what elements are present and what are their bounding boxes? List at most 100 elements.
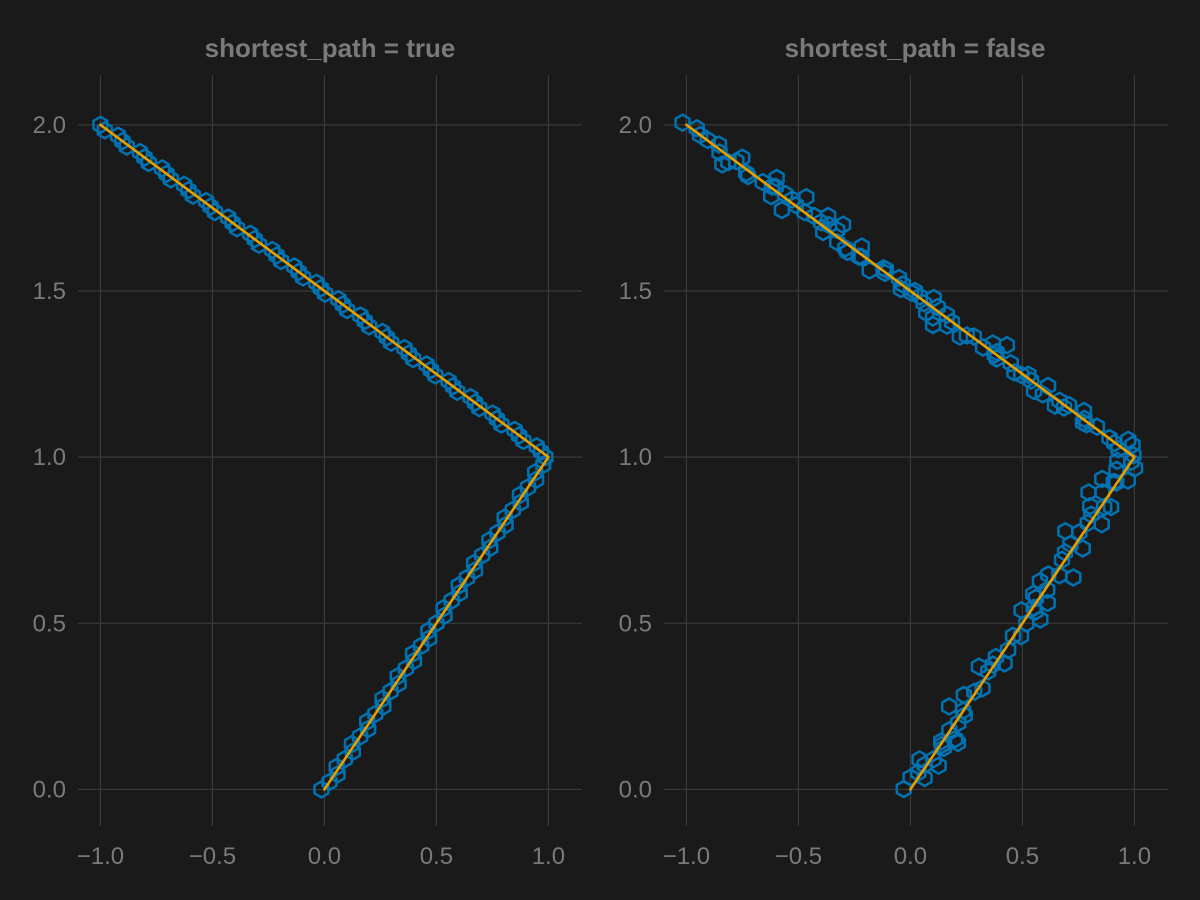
hexagon-cell: [397, 659, 415, 678]
hexagon-cell: [949, 733, 967, 753]
x-tick-label: −0.5: [775, 843, 822, 870]
hexagon-cell: [710, 135, 728, 154]
x-tick-label: −1.0: [663, 843, 710, 870]
hexagon-cell: [1013, 365, 1030, 385]
y-tick-labels: 0.0 0.5 1.0 1.5 2.0: [33, 112, 66, 804]
y-tick-label: 0.0: [33, 776, 66, 803]
hexagon-cell: [853, 247, 870, 267]
x-tick-labels: −1.0 −0.5 0.0 0.5 1.0: [663, 843, 1151, 870]
hexagon-cell: [92, 115, 109, 135]
y-tick-label: 2.0: [619, 112, 652, 139]
hexagon-cell: [351, 727, 369, 746]
hexagon-cell: [966, 682, 983, 702]
y-tick-label: 0.5: [619, 610, 652, 637]
x-tick-label: 0.5: [1006, 843, 1039, 870]
hexagon-cell: [940, 697, 958, 716]
hexagon-cell: [321, 772, 338, 792]
series-line: [685, 123, 1136, 791]
x-tick-label: 0.0: [308, 843, 341, 870]
hexagon-cell: [974, 679, 991, 698]
hexagon-cell: [519, 478, 537, 497]
hexagon-cell: [902, 283, 920, 302]
hexagon-cell: [428, 614, 445, 633]
hexagon-cell: [958, 326, 976, 345]
hexagon-cell: [1034, 385, 1051, 404]
y-tick-labels: 0.0 0.5 1.0 1.5 2.0: [619, 112, 652, 804]
hexagon-cell: [784, 190, 801, 209]
hexagon-cell: [1096, 497, 1113, 517]
hexagon-cell: [877, 260, 895, 279]
hexagon-cell: [1012, 626, 1030, 646]
hexagon-cell: [875, 259, 892, 278]
x-tick-label: 1.0: [1118, 843, 1151, 870]
panel-title: shortest_path = true: [205, 33, 456, 63]
hexagon-cell: [674, 113, 691, 132]
y-tick-label: 1.5: [33, 278, 66, 305]
hexagon-cell: [1108, 473, 1125, 492]
hexagon-cell: [955, 685, 973, 705]
hexagon-cell: [837, 239, 854, 258]
hexagon-cell: [1004, 626, 1022, 646]
hexagon-cell: [504, 500, 521, 520]
hexagon-cell: [956, 706, 973, 725]
hexagon-cell: [1124, 435, 1141, 455]
hexagon-cell: [768, 168, 785, 188]
hexagon-cell: [980, 662, 997, 681]
hexagon-cell: [984, 655, 1002, 674]
x-tick-labels: −1.0 −0.5 0.0 0.5 1.0: [77, 843, 565, 870]
hexagon-cell: [738, 163, 755, 183]
y-tick-label: 0.5: [33, 610, 66, 637]
series-line: [99, 123, 550, 791]
hexagon-cell: [999, 640, 1017, 660]
panel-title: shortest_path = false: [785, 33, 1046, 63]
hexagon-cell: [1055, 398, 1073, 417]
hexagon-cell: [412, 636, 430, 656]
hexagon-cell: [902, 768, 919, 787]
hexagon-cell: [535, 455, 552, 474]
hexagon-cell: [1079, 513, 1096, 533]
y-tick-label: 1.5: [619, 278, 652, 305]
hexagon-cell: [950, 713, 967, 733]
hexagon-cell: [798, 187, 815, 207]
hexagon-cell: [925, 750, 942, 769]
y-tick-label: 1.0: [619, 444, 652, 471]
hexagon-cell: [1123, 452, 1140, 471]
chart-panel-shortest-path-true: shortest_path = true −1.0 −0.5 0.0 0.5 1.0 0…: [33, 33, 582, 870]
hexagon-cell: [806, 206, 823, 226]
hexagon-cell: [336, 749, 353, 769]
y-tick-label: 0.0: [619, 776, 652, 803]
hexagon-cell: [941, 720, 958, 740]
hexagon-cell: [739, 166, 757, 186]
x-tick-label: 1.0: [532, 843, 565, 870]
x-tick-label: 0.0: [894, 843, 927, 870]
hexagon-cell: [1039, 580, 1056, 600]
hexagon-cell: [1031, 571, 1049, 591]
y-tick-label: 1.0: [33, 444, 66, 471]
hexagon-cell: [367, 704, 384, 724]
hexagon-cell: [382, 682, 399, 701]
x-tick-label: −1.0: [77, 843, 124, 870]
hexagon-cell: [1120, 430, 1137, 450]
hexagon-cell: [443, 591, 460, 610]
hexagon-cell: [96, 121, 113, 140]
hexagon-cell: [1051, 566, 1068, 585]
hexagon-cell: [954, 701, 972, 720]
hexagon-cell: [474, 546, 491, 565]
grid: [78, 75, 582, 826]
hexagon-cell: [489, 523, 506, 542]
hexagon-cell: [1078, 415, 1095, 434]
hexagon-cell: [1126, 458, 1144, 478]
x-tick-label: −0.5: [189, 843, 236, 870]
hexagon-cell: [1106, 433, 1123, 453]
hexagon-cell: [916, 755, 933, 775]
hexagon-cell: [829, 232, 846, 252]
hexagon-cell: [458, 568, 476, 588]
x-tick-label: 0.5: [420, 843, 453, 870]
y-tick-label: 2.0: [33, 112, 66, 139]
chart-panel-shortest-path-false: shortest_path = false −1.0 −0.5 0.0 0.5 1.0 …: [619, 33, 1168, 870]
path-line-layer: [685, 123, 1136, 791]
hexagon-cell: [938, 305, 956, 325]
path-line-layer: [99, 123, 550, 791]
